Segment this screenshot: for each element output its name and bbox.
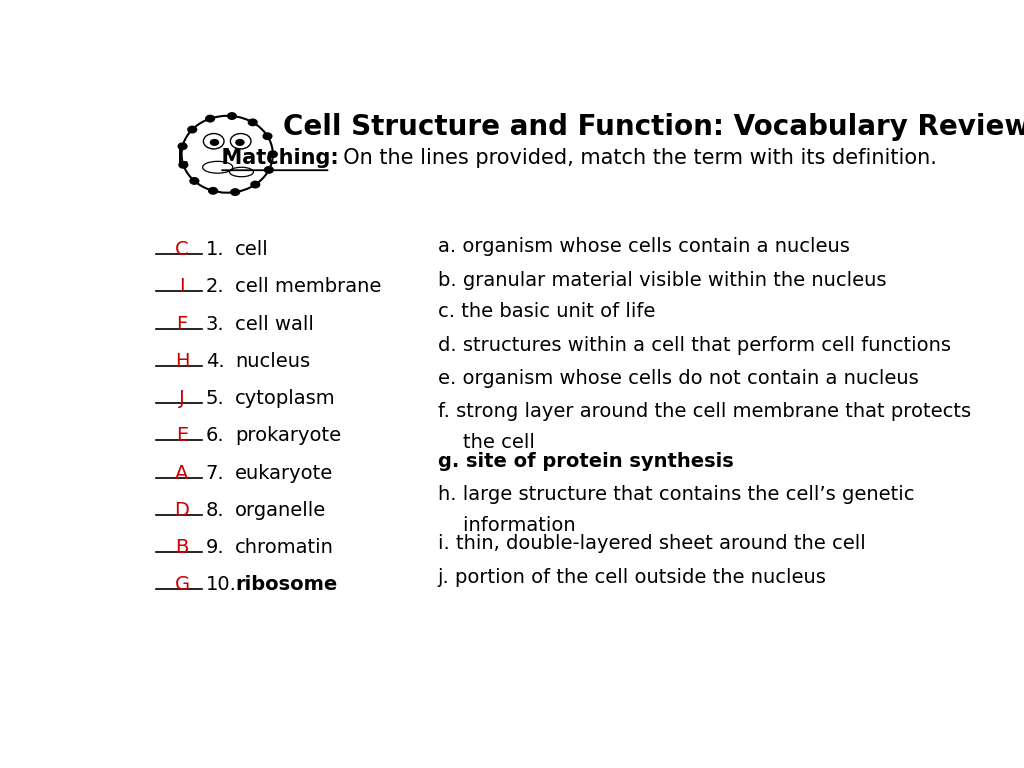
- Text: 3.: 3.: [206, 315, 224, 333]
- Text: 7.: 7.: [206, 464, 224, 482]
- Text: j. portion of the cell outside the nucleus: j. portion of the cell outside the nucle…: [437, 568, 826, 587]
- Text: i. thin, double-layered sheet around the cell: i. thin, double-layered sheet around the…: [437, 535, 865, 554]
- Text: information: information: [437, 515, 575, 535]
- Circle shape: [236, 139, 245, 146]
- Text: cell wall: cell wall: [236, 315, 314, 333]
- Circle shape: [210, 139, 219, 146]
- Text: 2.: 2.: [206, 277, 224, 296]
- Text: Cell Structure and Function: Vocabulary Review: Cell Structure and Function: Vocabulary …: [283, 113, 1024, 141]
- Text: g. site of protein synthesis: g. site of protein synthesis: [437, 452, 733, 471]
- Circle shape: [209, 187, 217, 194]
- Text: D: D: [174, 501, 189, 520]
- Text: 9.: 9.: [206, 538, 224, 557]
- Text: Matching:: Matching:: [207, 147, 339, 167]
- Circle shape: [206, 115, 214, 122]
- Text: E: E: [176, 426, 188, 445]
- Text: b. granular material visible within the nucleus: b. granular material visible within the …: [437, 271, 886, 290]
- Text: e. organism whose cells do not contain a nucleus: e. organism whose cells do not contain a…: [437, 369, 919, 388]
- Circle shape: [227, 113, 237, 119]
- Text: cell membrane: cell membrane: [236, 277, 382, 296]
- Circle shape: [187, 126, 197, 133]
- Text: 4.: 4.: [206, 352, 224, 371]
- Text: the cell: the cell: [437, 433, 535, 452]
- Text: a. organism whose cells contain a nucleus: a. organism whose cells contain a nucleu…: [437, 237, 849, 256]
- Text: cell: cell: [236, 240, 269, 259]
- Text: I.: I.: [177, 147, 189, 167]
- Text: cytoplasm: cytoplasm: [236, 389, 336, 408]
- Text: nucleus: nucleus: [236, 352, 310, 371]
- Text: organelle: organelle: [236, 501, 327, 520]
- Circle shape: [204, 134, 224, 149]
- Text: 5.: 5.: [206, 389, 224, 408]
- Text: J: J: [179, 389, 185, 408]
- Text: B: B: [175, 538, 188, 557]
- Text: On the lines provided, match the term with its definition.: On the lines provided, match the term wi…: [331, 147, 937, 167]
- Text: f. strong layer around the cell membrane that protects: f. strong layer around the cell membrane…: [437, 402, 971, 421]
- Circle shape: [251, 181, 260, 188]
- Text: H: H: [175, 352, 189, 371]
- Text: prokaryote: prokaryote: [236, 426, 341, 445]
- Circle shape: [230, 189, 240, 195]
- Text: 8.: 8.: [206, 501, 224, 520]
- Circle shape: [268, 151, 278, 157]
- Text: 1.: 1.: [206, 240, 224, 259]
- Text: G: G: [174, 575, 189, 594]
- Circle shape: [190, 177, 199, 184]
- Circle shape: [230, 134, 251, 149]
- Circle shape: [264, 167, 273, 173]
- Text: 6.: 6.: [206, 426, 224, 445]
- Text: chromatin: chromatin: [236, 538, 334, 557]
- Circle shape: [178, 143, 187, 150]
- Circle shape: [249, 119, 257, 126]
- Text: 10.: 10.: [206, 575, 237, 594]
- Text: h. large structure that contains the cell’s genetic: h. large structure that contains the cel…: [437, 485, 914, 504]
- Circle shape: [263, 133, 271, 140]
- Text: ribosome: ribosome: [236, 575, 337, 594]
- Text: C: C: [175, 240, 188, 259]
- Text: A: A: [175, 464, 188, 482]
- Text: c. the basic unit of life: c. the basic unit of life: [437, 302, 655, 321]
- Text: I: I: [179, 277, 184, 296]
- Circle shape: [224, 150, 230, 155]
- Circle shape: [179, 161, 187, 168]
- Text: F: F: [176, 315, 187, 333]
- Text: d. structures within a cell that perform cell functions: d. structures within a cell that perform…: [437, 336, 950, 355]
- Text: eukaryote: eukaryote: [236, 464, 334, 482]
